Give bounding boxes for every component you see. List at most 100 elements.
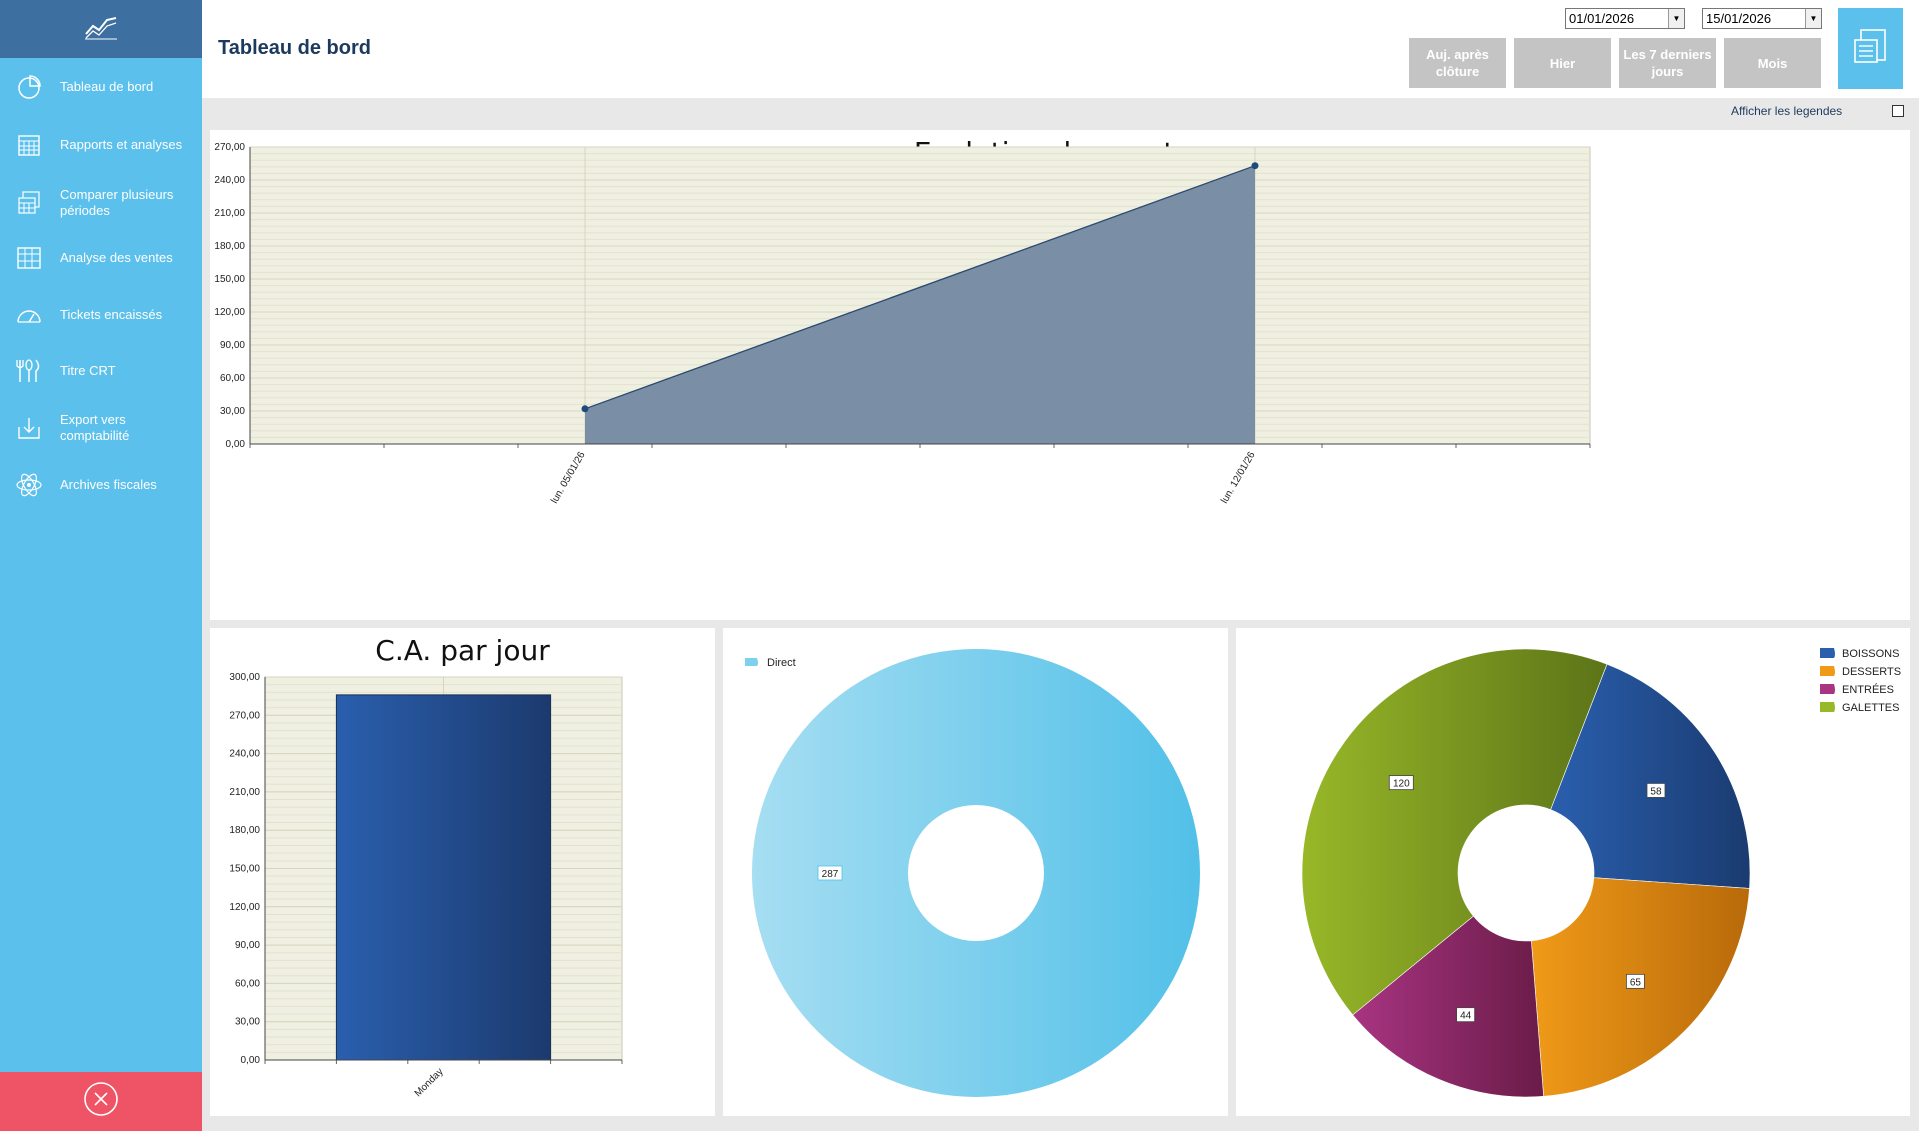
date-from-field[interactable]: 01/01/2026 ▼ [1565,8,1685,29]
calendar-compare-icon [14,188,44,218]
evolution-chart-panel: Evolution des ventes 0,0030,0060,0090,00… [210,130,1910,620]
evolution-chart: 0,00 30,00 60,00 90,00 120,00 150,00 180,00 210… [214,142,1591,506]
data-label: 120 [1393,779,1410,790]
sidebar-item-tickets[interactable]: Tickets encaissés [0,300,202,330]
chevron-down-icon[interactable]: ▼ [1805,9,1821,28]
y-tick-label: 150,00 [214,274,245,285]
trend-line-icon [83,14,119,45]
data-label-box [1646,783,1666,798]
data-label-box [1388,775,1414,791]
y-tick-label: 150,00 [229,864,260,875]
y-tick-label: 210,00 [214,208,245,219]
today-after-close-button[interactable]: Auj. après clôture [1409,38,1506,88]
pie-chart-icon [14,72,44,102]
pie-slice [752,649,1200,1097]
sidebar-header[interactable] [0,0,202,58]
y-tick-label: 120,00 [214,307,245,318]
legend-label: Direct [767,657,796,669]
pie-slice [1352,915,1544,1098]
sidebar-item-titre-crt[interactable]: Titre CRT [0,356,202,386]
ca-par-jour-panel: C.A. par jour 0,00 30,00 60,00 90,00 120,00 1… [210,628,715,1116]
category-donut-panel: 58 65 44 120 BOISSONS DESSERTS ENTRÉES GALETTES [1236,628,1910,1116]
pie-slice [1550,663,1751,889]
y-tick-label: 60,00 [235,978,260,989]
sales-area [585,165,1255,444]
sidebar-item-comparer[interactable]: Comparer plusieurs périodes [0,186,202,220]
legend-swatch [745,658,758,666]
sidebar-item-tableau-de-bord[interactable]: Tableau de bord [0,72,202,102]
sidebar-item-analyse-ventes[interactable]: Analyse des ventes [0,243,202,273]
y-tick-label: 240,00 [214,175,245,186]
y-tick-label: 180,00 [214,241,245,252]
data-label: 287 [822,869,839,880]
sidebar-item-export[interactable]: Export vers comptabilité [0,411,202,445]
data-point [581,405,589,413]
sidebar-item-rapports[interactable]: Rapports et analyses [0,130,202,160]
x-tick-label: lun. 12/01/26 [1219,450,1258,506]
y-tick-label: 90,00 [220,340,245,351]
x-tick-label: Monday [413,1066,446,1099]
y-tick-label: 120,00 [229,902,260,913]
page-title: Tableau de bord [218,37,371,59]
data-point [1251,162,1259,170]
legend-label: DESSERTS [1842,666,1901,678]
sidebar-item-label: Rapports et analyses [60,137,183,152]
data-label: 65 [1630,977,1642,988]
channel-donut-panel: 287 Direct [723,628,1228,1116]
y-tick-label: 210,00 [229,787,260,798]
atom-icon [14,470,44,500]
date-to-field[interactable]: 15/01/2026 ▼ [1702,8,1822,29]
cutlery-icon [14,356,44,386]
sidebar-item-label: Comparer plusieurs périodes [60,187,174,218]
sidebar-item-label: Analyse des ventes [60,250,173,265]
y-tick-label: 270,00 [229,710,260,721]
legend-swatch [1820,648,1835,658]
y-tick-label: 180,00 [229,825,260,836]
legend-label: GALETTES [1842,702,1899,714]
legend-label: BOISSONS [1842,648,1899,660]
sidebar-item-label: Tickets encaissés [60,307,163,322]
bar [335,694,552,1061]
y-tick-label: 270,00 [214,142,245,153]
date-from-value: 01/01/2026 [1569,11,1635,26]
show-legends-label: Afficher les legendes [1731,104,1843,118]
gauge-icon [14,300,44,330]
print-report-button[interactable] [1838,8,1903,89]
data-label-box [1626,973,1645,989]
download-tray-icon [14,413,44,443]
sidebar-item-archives[interactable]: Archives fiscales [0,470,202,500]
y-tick-label: 90,00 [235,940,260,951]
close-button[interactable] [0,1072,202,1131]
legend-swatch [1820,702,1835,712]
y-tick-label: 240,00 [229,749,260,760]
chevron-down-icon[interactable]: ▼ [1668,9,1684,28]
sidebar-item-label: Archives fiscales [60,477,157,492]
y-tick-label: 300,00 [229,672,260,683]
sidebar-item-label: Titre CRT [60,363,116,378]
category-donut-chart: 58 65 44 120 BOISSONS DESSERTS ENTRÉES GALETTES [1301,648,1901,1098]
chart-title: C.A. par jour [375,634,550,667]
legend-label: ENTRÉES [1842,683,1894,696]
pie-slice [1301,648,1608,1016]
legend-swatch [1820,666,1835,676]
month-button[interactable]: Mois [1724,38,1821,88]
legend-toggle-row: Afficher les legendes [202,98,1919,124]
data-label-box [1456,1007,1476,1023]
show-legends-checkbox[interactable] [1892,105,1904,117]
data-label: 58 [1650,786,1662,797]
close-circle-icon [82,1080,120,1123]
yesterday-button[interactable]: Hier [1514,38,1611,88]
channel-donut-chart: 287 Direct [745,649,1200,1097]
sidebar-item-label: Tableau de bord [60,79,154,94]
print-report-icon [1851,26,1891,71]
last-7-days-button[interactable]: Les 7 derniers jours [1619,38,1716,88]
grid-icon [14,243,44,273]
x-tick-label: lun. 05/01/26 [549,450,588,506]
y-tick-label: 0,00 [226,439,246,450]
sidebar-item-label: Export vers comptabilité [60,412,130,443]
sales-line [584,165,1256,410]
legend-swatch [1820,684,1835,694]
ca-bar-chart: 0,00 30,00 60,00 90,00 120,00 150,00 180,00 210… [229,672,623,1099]
y-tick-label: 60,00 [220,373,245,384]
